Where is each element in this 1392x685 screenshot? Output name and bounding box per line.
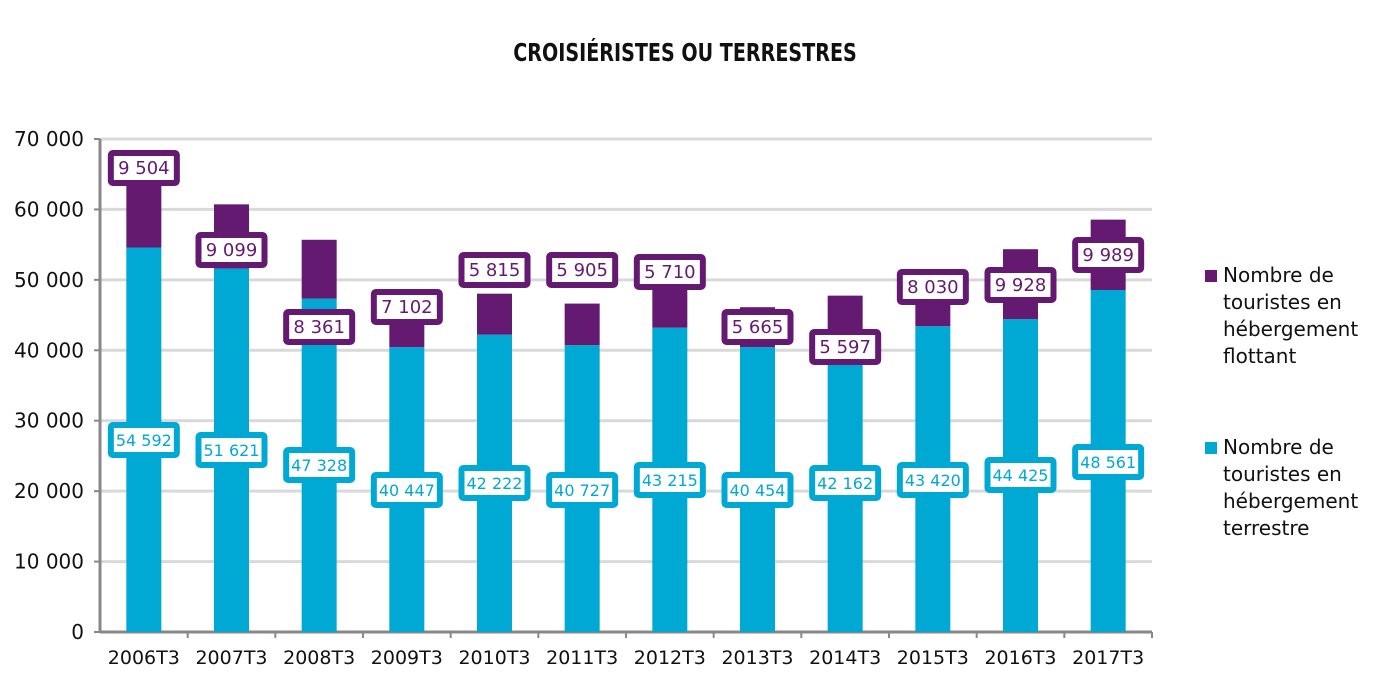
data-label-box-terrestre <box>809 465 882 501</box>
bar-flottant <box>564 303 600 346</box>
data-label-box-flottant <box>1072 237 1145 273</box>
legend-swatch-terrestre <box>1205 442 1217 454</box>
data-label-box-terrestre <box>458 465 531 501</box>
data-label-box-flottant <box>458 252 531 288</box>
data-label-box-flottant <box>195 232 268 268</box>
x-tick-label: 2008T3 <box>283 647 355 669</box>
data-label-terrestre: 43 420 <box>905 471 961 490</box>
x-tick-label: 2007T3 <box>195 647 267 669</box>
y-tick-label: 0 <box>71 620 84 644</box>
x-tick-label: 2009T3 <box>371 647 443 669</box>
data-label-box-terrestre <box>195 432 268 468</box>
data-label-terrestre: 40 454 <box>730 481 786 500</box>
data-label-box-flottant <box>546 252 619 288</box>
data-label-terrestre: 47 328 <box>291 456 347 475</box>
data-label-box-flottant <box>107 150 180 186</box>
y-tick-label: 70 000 <box>14 127 84 151</box>
chart-title: CROISIÉRISTES OU TERRESTRES <box>513 38 857 67</box>
data-label-box-flottant <box>633 254 706 290</box>
x-tick-label: 2013T3 <box>721 647 793 669</box>
data-label-box-flottant <box>283 309 356 345</box>
bar-flottant <box>301 239 337 299</box>
legend-item-flottant: Nombre de touristes en hébergement flott… <box>1205 262 1383 370</box>
data-label-box-terrestre <box>546 472 619 508</box>
x-tick-label: 2012T3 <box>634 647 706 669</box>
data-label-terrestre: 40 727 <box>554 481 610 500</box>
y-tick-label: 10 000 <box>14 550 84 574</box>
data-label-flottant: 5 665 <box>732 317 784 338</box>
data-label-terrestre: 54 592 <box>116 431 172 450</box>
data-label-terrestre: 51 621 <box>204 441 260 460</box>
data-label-flottant: 5 905 <box>556 260 608 281</box>
data-label-flottant: 8 361 <box>293 317 345 338</box>
legend-label-terrestre: Nombre de touristes en hébergement terre… <box>1223 435 1359 540</box>
bar-flottant <box>827 295 863 336</box>
legend-item-terrestre: Nombre de touristes en hébergement terre… <box>1205 434 1383 542</box>
data-label-flottant: 5 597 <box>819 337 871 358</box>
data-label-flottant: 9 504 <box>118 158 170 179</box>
data-label-flottant: 5 710 <box>644 262 696 283</box>
y-tick-label: 60 000 <box>14 197 84 221</box>
data-label-box-terrestre <box>633 462 706 498</box>
x-tick-label: 2016T3 <box>984 647 1056 669</box>
data-label-box-terrestre <box>984 457 1057 493</box>
data-label-box-flottant <box>896 269 969 305</box>
data-label-box-terrestre <box>107 422 180 458</box>
x-tick-label: 2006T3 <box>108 647 180 669</box>
data-label-terrestre: 48 561 <box>1080 453 1136 472</box>
data-label-box-terrestre <box>721 472 794 508</box>
data-label-flottant: 5 815 <box>469 260 521 281</box>
data-label-box-flottant <box>984 267 1057 303</box>
data-label-box-flottant <box>721 309 794 345</box>
data-label-box-terrestre <box>896 462 969 498</box>
bar-flottant <box>477 293 512 335</box>
data-label-flottant: 9 928 <box>995 275 1047 296</box>
y-tick-label: 30 000 <box>14 409 84 433</box>
data-label-terrestre: 40 447 <box>379 481 435 500</box>
x-tick-label: 2010T3 <box>458 647 530 669</box>
legend-label-flottant: Nombre de touristes en hébergement flott… <box>1223 263 1359 368</box>
data-label-box-flottant <box>809 329 882 365</box>
data-label-terrestre: 44 425 <box>993 466 1049 485</box>
x-tick-label: 2014T3 <box>809 647 881 669</box>
x-tick-label: 2015T3 <box>897 647 969 669</box>
data-label-flottant: 9 099 <box>206 240 258 261</box>
data-label-box-flottant <box>370 289 443 325</box>
x-tick-label: 2017T3 <box>1072 647 1144 669</box>
data-label-flottant: 7 102 <box>381 297 433 318</box>
data-label-box-terrestre <box>370 472 443 508</box>
data-label-box-terrestre <box>1072 444 1145 480</box>
y-tick-label: 50 000 <box>14 268 84 292</box>
data-label-terrestre: 42 222 <box>467 474 523 493</box>
legend-swatch-flottant <box>1205 270 1217 282</box>
x-tick-label: 2011T3 <box>546 647 618 669</box>
data-label-flottant: 8 030 <box>907 277 959 298</box>
data-label-flottant: 9 989 <box>1082 245 1134 266</box>
bar-flottant <box>126 180 162 248</box>
data-label-terrestre: 43 215 <box>642 471 698 490</box>
data-label-box-terrestre <box>283 447 356 483</box>
bar-flottant <box>652 287 688 328</box>
y-tick-label: 40 000 <box>14 338 84 362</box>
data-label-terrestre: 42 162 <box>817 474 873 493</box>
y-tick-label: 20 000 <box>14 479 84 503</box>
